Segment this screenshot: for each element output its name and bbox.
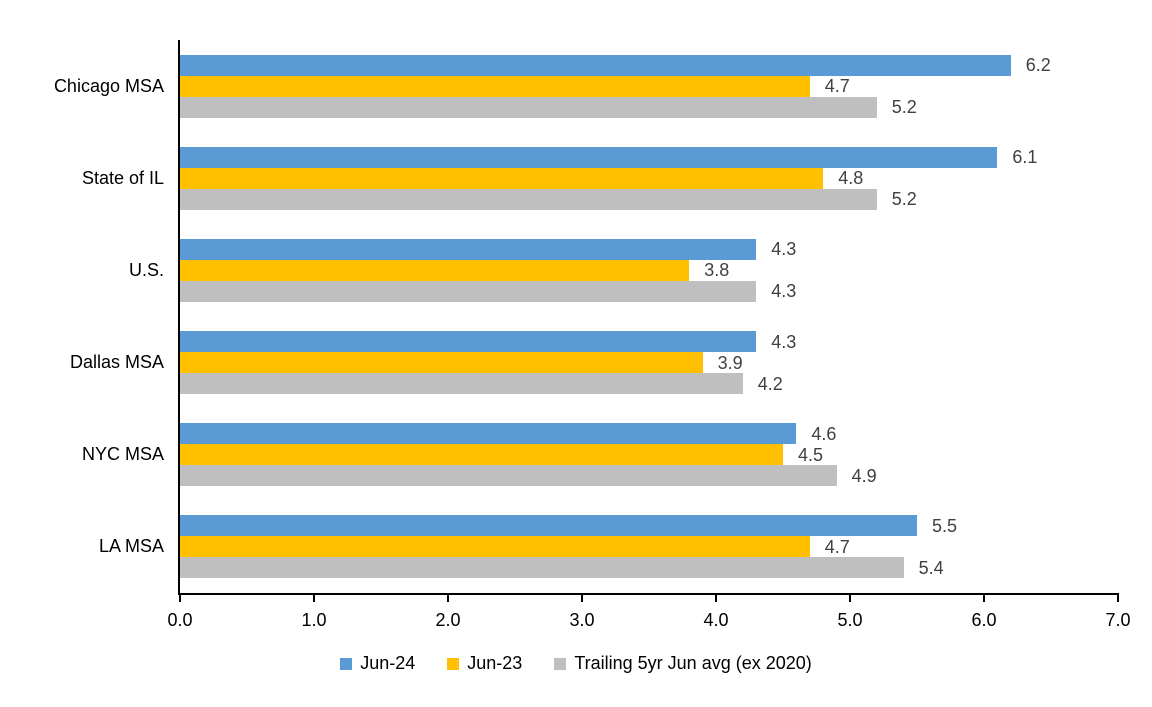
legend: Jun-24 Jun-23 Trailing 5yr Jun avg (ex 202…: [0, 653, 1152, 674]
bar-group-u-s: 4.3 3.8 4.3: [180, 224, 1118, 316]
bar-jun-24-nyc-msa: [180, 423, 797, 445]
legend-label: Jun-24: [360, 653, 416, 673]
x-axis-line: [178, 593, 1118, 595]
bar-row: 4.2: [180, 373, 1118, 395]
bar-row: 5.5: [180, 515, 1118, 537]
x-tick-mark: [849, 593, 851, 602]
x-tick-mark: [179, 593, 181, 602]
x-tick-label: 7.0: [1105, 610, 1131, 630]
bar-row: 3.8: [180, 259, 1118, 281]
bar-value-label: 4.6: [811, 423, 837, 444]
bar-row: 6.2: [180, 54, 1118, 76]
bar-row: 4.3: [180, 238, 1118, 260]
bar-value-label: 4.3: [771, 281, 797, 302]
bar-value-label: 6.2: [1025, 55, 1051, 76]
bar-value-label: 4.7: [824, 76, 850, 97]
bar-trailing-5yr-jun-avg-ex-2020-dallas-msa: [180, 373, 743, 395]
category-label-u-s: U.S.: [128, 259, 164, 280]
legend-label: Jun-23: [467, 653, 523, 673]
bar-row: 4.5: [180, 444, 1118, 466]
plot-area: 6.2 4.7 5.2 6.1 4.8 5.2 4.3 3.8 4.3 4.3 3.9 4.2 4.6 4…: [167, 40, 1131, 630]
bar-row: 4.3: [180, 280, 1118, 302]
bar-jun-23-nyc-msa: [180, 444, 783, 466]
bar-trailing-5yr-jun-avg-ex-2020-chicago-msa: [180, 96, 877, 118]
bar-value-label: 4.3: [771, 239, 797, 260]
x-tick-label: 0.0: [167, 610, 193, 630]
bar-row: 4.3: [180, 331, 1118, 353]
category-label-nyc-msa: NYC MSA: [81, 444, 164, 465]
bar-group-dallas-msa: 4.3 3.9 4.2: [180, 317, 1118, 409]
x-tick-mark: [581, 593, 583, 602]
bar-row: 5.4: [180, 557, 1118, 579]
bar-value-label: 5.2: [891, 97, 917, 118]
bar-jun-24-dallas-msa: [180, 331, 757, 353]
bar-value-label: 4.7: [824, 536, 850, 557]
bar-value-label: 4.8: [838, 168, 864, 189]
legend-item-trailing-5yr-jun-avg-ex-2020: Trailing 5yr Jun avg (ex 2020): [554, 653, 812, 674]
bar-row: 6.1: [180, 146, 1118, 168]
bar-jun-23-la-msa: [180, 536, 810, 558]
category-label-la-msa: LA MSA: [98, 536, 164, 557]
x-tick-label: 1.0: [301, 610, 327, 630]
category-label-dallas-msa: Dallas MSA: [69, 352, 164, 373]
bar-row: 4.7: [180, 536, 1118, 558]
x-tick-mark: [446, 593, 449, 602]
bar-row: 3.9: [180, 352, 1118, 374]
bar-value-label: 4.5: [798, 444, 824, 465]
bar-trailing-5yr-jun-avg-ex-2020-state-of-il: [180, 188, 877, 210]
bar-value-label: 6.1: [1012, 147, 1038, 168]
bar-jun-24-state-of-il: [180, 146, 998, 168]
bar-value-label: 5.2: [891, 189, 917, 210]
bar-row: 5.2: [180, 188, 1118, 210]
bar-group-state-of-il: 6.1 4.8 5.2: [180, 132, 1118, 224]
bar-jun-23-u-s: [180, 259, 690, 281]
bar-row: 4.6: [180, 423, 1118, 445]
bar-jun-23-dallas-msa: [180, 352, 703, 374]
bar-trailing-5yr-jun-avg-ex-2020-nyc-msa: [180, 465, 837, 487]
bar-row: 5.2: [180, 96, 1118, 118]
bar-value-label: 4.2: [757, 373, 783, 394]
legend-label: Trailing 5yr Jun avg (ex 2020): [574, 653, 812, 673]
bar-jun-24-la-msa: [180, 515, 917, 537]
bar-group-chicago-msa: 6.2 4.7 5.2: [180, 40, 1118, 132]
x-tick-mark: [312, 593, 315, 602]
legend-swatch-icon: [340, 657, 353, 670]
legend-item-jun-24: Jun-24: [340, 653, 415, 674]
x-tick-mark: [1117, 593, 1119, 602]
bar-jun-24-u-s: [180, 238, 757, 260]
x-tick-label: 3.0: [569, 610, 595, 630]
bar-jun-23-chicago-msa: [180, 75, 810, 97]
bar-value-label: 3.9: [717, 352, 743, 373]
x-tick-mark: [714, 593, 717, 602]
bar-group-la-msa: 5.5 4.7 5.4: [180, 501, 1118, 593]
bar-group-nyc-msa: 4.6 4.5 4.9: [180, 409, 1118, 501]
category-label-chicago-msa: Chicago MSA: [53, 75, 164, 96]
category-label-state-of-il: State of IL: [81, 167, 164, 188]
legend-swatch-icon: [554, 657, 567, 670]
bar-row: 4.7: [180, 75, 1118, 97]
bar-row: 4.8: [180, 167, 1118, 189]
legend-swatch-icon: [447, 657, 460, 670]
bar-value-label: 3.8: [704, 260, 730, 281]
x-tick-mark: [983, 593, 985, 602]
bar-jun-24-chicago-msa: [180, 54, 1011, 76]
x-tick-label: 4.0: [703, 610, 729, 630]
bar-value-label: 5.5: [932, 515, 958, 536]
legend-item-jun-23: Jun-23: [447, 653, 522, 674]
x-tick-label: 2.0: [435, 610, 461, 630]
x-tick-label: 5.0: [837, 610, 863, 630]
bar-trailing-5yr-jun-avg-ex-2020-la-msa: [180, 557, 904, 579]
bar-row: 4.9: [180, 465, 1118, 487]
bar-value-label: 4.9: [851, 465, 877, 486]
bar-value-label: 5.4: [918, 557, 944, 578]
x-tick-label: 6.0: [971, 610, 997, 630]
bar-trailing-5yr-jun-avg-ex-2020-u-s: [180, 280, 757, 302]
bar-jun-23-state-of-il: [180, 167, 824, 189]
bar-value-label: 4.3: [771, 331, 797, 352]
y-axis-line: [178, 40, 180, 595]
